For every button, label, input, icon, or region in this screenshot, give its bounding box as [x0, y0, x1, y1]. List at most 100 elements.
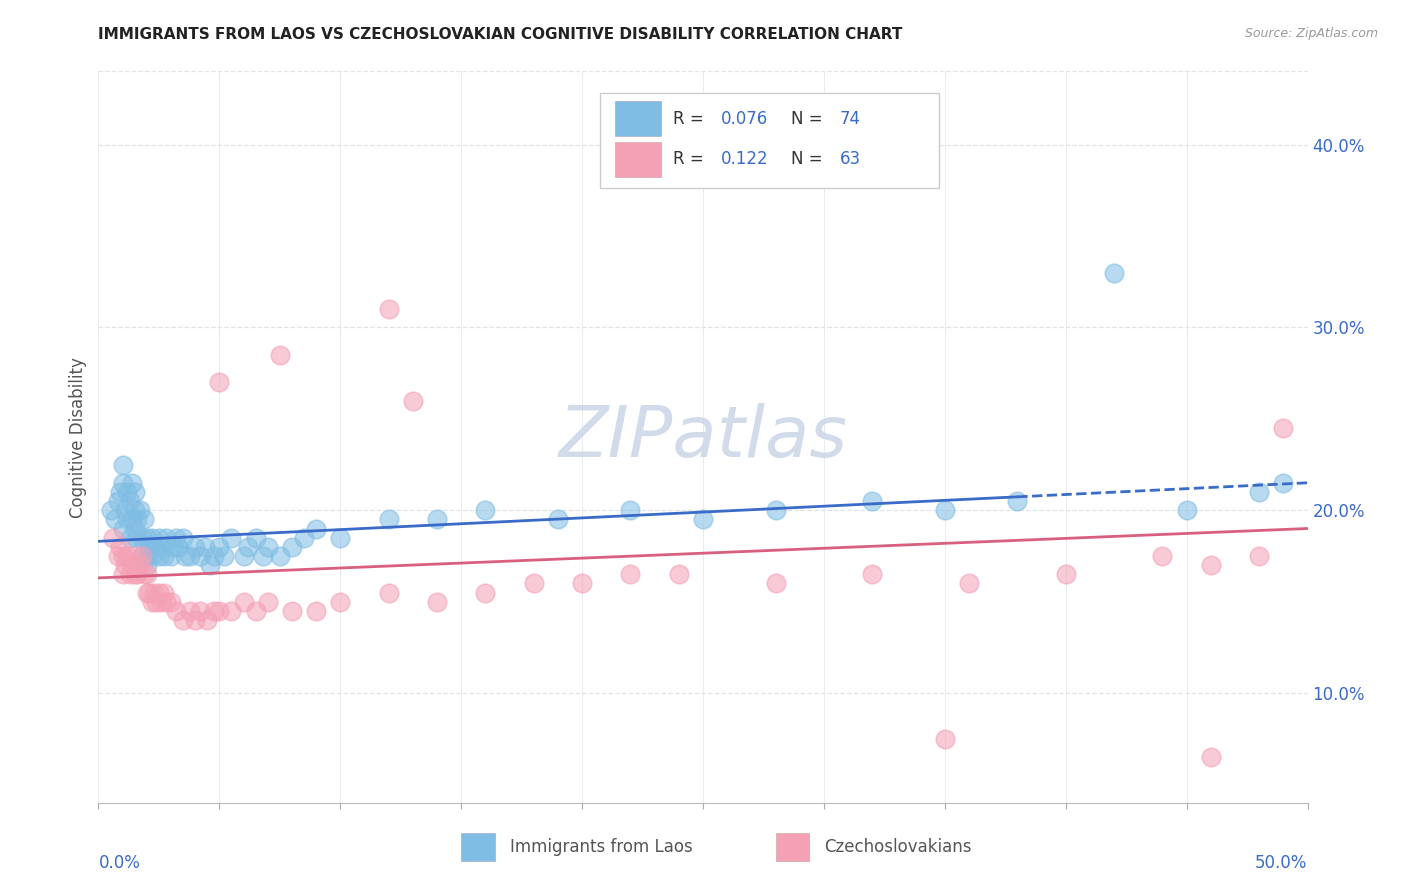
Point	[162, 540, 184, 554]
Point	[198, 558, 221, 573]
Point	[474, 585, 496, 599]
Point	[124, 485, 146, 500]
Point	[860, 567, 883, 582]
Point	[165, 531, 187, 545]
Bar	[614, 142, 661, 177]
Point	[135, 567, 157, 582]
Point	[172, 531, 194, 545]
Point	[208, 540, 231, 554]
Point	[232, 594, 254, 608]
Point	[148, 549, 170, 563]
Text: ZIPatlas: ZIPatlas	[558, 402, 848, 472]
Bar	[614, 102, 661, 136]
Point	[141, 531, 163, 545]
Point	[571, 576, 593, 591]
Point	[208, 375, 231, 389]
Point	[114, 558, 136, 573]
Point	[194, 540, 217, 554]
Point	[195, 613, 218, 627]
Point	[104, 512, 127, 526]
Text: 74: 74	[839, 110, 860, 128]
Point	[619, 567, 641, 582]
Bar	[461, 833, 495, 861]
Point	[232, 549, 254, 563]
Point	[174, 549, 197, 563]
Point	[329, 531, 352, 545]
Point	[118, 494, 141, 508]
Point	[134, 567, 156, 582]
Bar	[776, 833, 810, 861]
Point	[281, 604, 304, 618]
Point	[165, 604, 187, 618]
Point	[141, 594, 163, 608]
Point	[152, 585, 174, 599]
Point	[269, 549, 291, 563]
Point	[523, 576, 546, 591]
Point	[124, 549, 146, 563]
Point	[101, 531, 124, 545]
Point	[221, 604, 243, 618]
Point	[245, 604, 267, 618]
Point	[256, 540, 278, 554]
Point	[305, 521, 328, 535]
Point	[474, 503, 496, 517]
Point	[155, 594, 177, 608]
Point	[692, 512, 714, 526]
Point	[204, 549, 226, 563]
Point	[124, 503, 146, 517]
Point	[179, 549, 201, 563]
Point	[124, 521, 146, 535]
Point	[145, 594, 167, 608]
Bar	[600, 94, 939, 188]
Point	[128, 503, 150, 517]
Point	[135, 531, 157, 545]
Point	[150, 540, 173, 554]
Text: 63: 63	[839, 150, 860, 168]
Point	[150, 594, 173, 608]
Point	[117, 512, 139, 526]
Point	[245, 531, 267, 545]
Point	[1152, 549, 1174, 563]
Point	[143, 540, 166, 554]
Point	[1199, 750, 1222, 764]
Point	[1249, 485, 1271, 500]
Point	[221, 531, 243, 545]
Point	[934, 731, 956, 746]
Point	[765, 128, 787, 143]
Point	[208, 604, 231, 618]
Point	[117, 549, 139, 563]
Point	[160, 549, 183, 563]
Point	[184, 613, 207, 627]
Point	[377, 585, 399, 599]
Point	[212, 549, 235, 563]
Point	[188, 549, 211, 563]
Point	[111, 567, 134, 582]
Point	[184, 540, 207, 554]
Point	[426, 512, 449, 526]
Point	[172, 613, 194, 627]
Point	[148, 531, 170, 545]
Point	[100, 503, 122, 517]
Point	[1102, 266, 1125, 280]
Point	[188, 604, 211, 618]
Point	[138, 585, 160, 599]
Point	[141, 549, 163, 563]
Point	[204, 604, 226, 618]
Text: 0.0%: 0.0%	[98, 854, 141, 872]
Point	[377, 512, 399, 526]
Text: Czechoslovakians: Czechoslovakians	[824, 838, 972, 855]
Point	[1007, 494, 1029, 508]
Point	[143, 585, 166, 599]
Point	[269, 348, 291, 362]
Point	[1054, 567, 1077, 582]
Point	[128, 558, 150, 573]
Point	[121, 558, 143, 573]
Point	[860, 494, 883, 508]
Point	[108, 485, 131, 500]
Point	[121, 475, 143, 490]
Point	[108, 540, 131, 554]
Text: 0.076: 0.076	[721, 110, 769, 128]
Point	[127, 567, 149, 582]
Point	[118, 567, 141, 582]
Point	[107, 549, 129, 563]
